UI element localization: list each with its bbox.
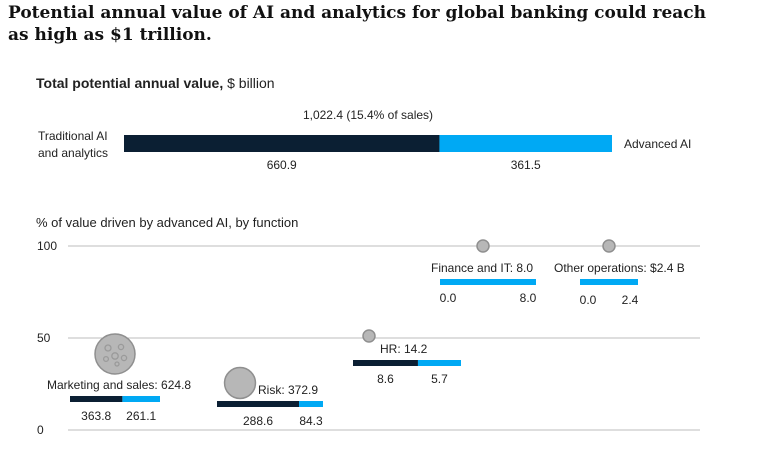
marketing-and-sales-bubble-texture [104, 344, 112, 352]
hr-traditional-value: 8.6 [377, 372, 394, 386]
risk-advanced-value: 84.3 [299, 414, 323, 428]
marketing-and-sales-bubble-texture [117, 343, 125, 351]
traditional-ai-bar [124, 135, 440, 152]
marketing-and-sales-advanced-bar [122, 396, 160, 402]
finance-and-it-label: Finance and IT: 8.0 [431, 261, 533, 275]
risk-bubble [223, 366, 257, 400]
finance-and-it-traditional-value: 0.0 [440, 291, 457, 305]
marketing-and-sales-traditional-value: 363.8 [81, 409, 111, 423]
traditional-ai-legend-label: and analytics [38, 146, 108, 160]
marketing-and-sales-bubble-texture [102, 355, 110, 363]
y-tick-label-100: 100 [37, 239, 57, 253]
advanced-ai-bar [439, 135, 612, 152]
risk-traditional-value: 288.6 [243, 414, 273, 428]
advanced-ai-value-label: 361.5 [511, 158, 541, 172]
marketing-and-sales-traditional-bar [70, 396, 123, 402]
finance-and-it-advanced-bar [440, 279, 536, 285]
marketing-and-sales-bubble-texture [111, 352, 119, 360]
other-operations-traditional-value: 0.0 [580, 293, 597, 307]
hr-traditional-bar [353, 360, 418, 366]
marketing-and-sales-advanced-value: 261.1 [126, 409, 156, 423]
traditional-ai-legend-label: Traditional AI [38, 129, 108, 143]
marketing-and-sales-bubble-texture [120, 354, 128, 362]
finance-and-it-bubble [476, 239, 490, 253]
advanced-ai-legend-label: Advanced AI [624, 137, 691, 151]
chart-title: Potential annual value of AI and analyti… [8, 3, 706, 45]
hr-advanced-bar [417, 360, 461, 366]
total-bar-title-unit: $ billion [223, 75, 274, 91]
risk-advanced-bar [299, 401, 323, 407]
y-tick-label-50: 50 [37, 331, 51, 345]
hr-bubble [362, 329, 376, 343]
risk-label: Risk: 372.9 [258, 383, 318, 397]
hr-advanced-value: 5.7 [431, 372, 448, 386]
other-operations-label: Other operations: $2.4 B [554, 261, 685, 275]
marketing-and-sales-label: Marketing and sales: 624.8 [47, 378, 191, 392]
marketing-and-sales-bubble-texture [114, 361, 120, 367]
hr-label: HR: 14.2 [380, 342, 428, 356]
total-bar-title-bold: Total potential annual value, [36, 75, 223, 91]
finance-and-it-advanced-value: 8.0 [520, 291, 537, 305]
function-chart-subtitle: % of value driven by advanced AI, by fun… [36, 215, 298, 230]
risk-traditional-bar [217, 401, 300, 407]
other-operations-advanced-value: 2.4 [622, 293, 639, 307]
traditional-ai-value-label: 660.9 [267, 158, 297, 172]
y-tick-label-0: 0 [37, 423, 44, 437]
other-operations-advanced-bar [580, 279, 638, 285]
marketing-and-sales-bubble [94, 333, 136, 375]
other-operations-bubble [602, 239, 616, 253]
total-value-label: 1,022.4 (15.4% of sales) [303, 108, 433, 122]
total-bar-chart-title: Total potential annual value, $ billion [36, 75, 275, 91]
